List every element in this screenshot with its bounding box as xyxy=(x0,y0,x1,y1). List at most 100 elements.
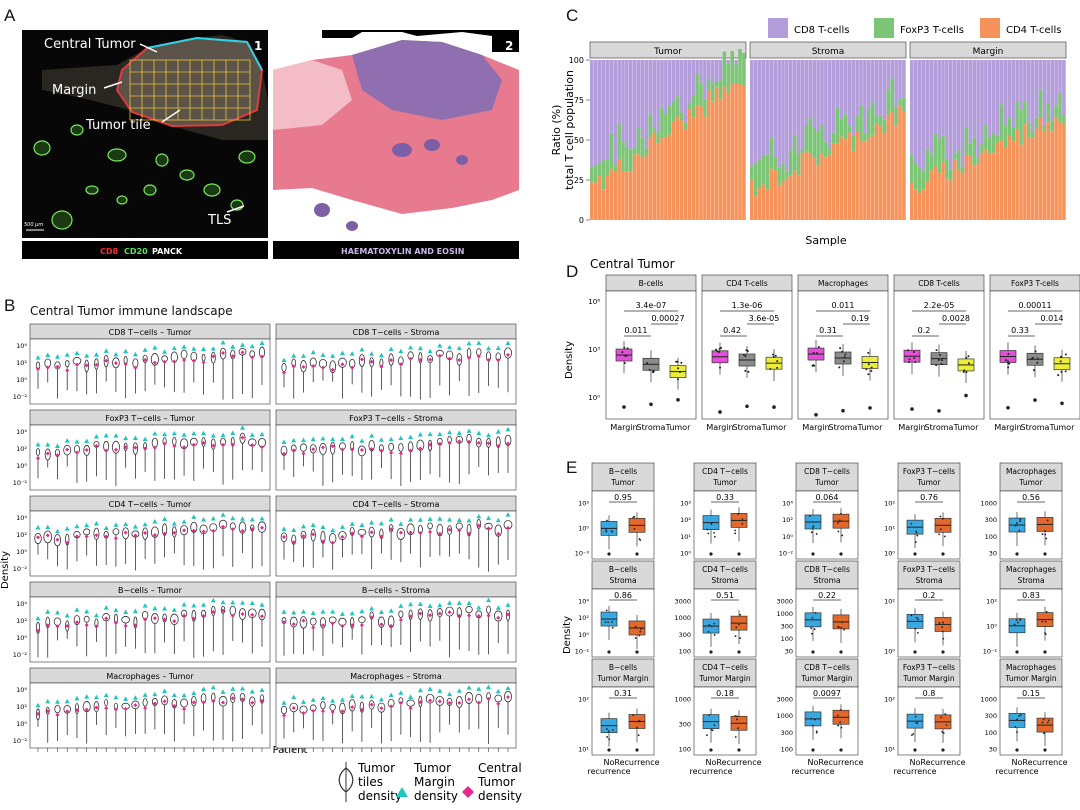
data-point xyxy=(648,368,651,371)
he-corner xyxy=(492,30,519,52)
central-density-marker xyxy=(172,703,177,708)
margin-density-marker xyxy=(230,515,236,521)
data-point xyxy=(744,369,747,372)
data-point xyxy=(737,727,739,730)
facet-strip-label-l1: CD8 T−cells xyxy=(804,467,850,476)
margin-density-marker xyxy=(54,443,60,448)
data-point xyxy=(944,713,947,715)
margin-density-marker xyxy=(505,426,511,432)
margin-density-marker xyxy=(64,352,70,357)
bar-cd8 xyxy=(882,60,887,120)
bar-cd8 xyxy=(960,60,965,168)
central-density-marker xyxy=(301,618,306,623)
central-density-marker xyxy=(311,708,316,713)
central-density-marker xyxy=(330,444,335,449)
legend-margin-l1: Tumor xyxy=(413,761,451,775)
p-value-left: 0.42 xyxy=(723,326,741,335)
facet-strip-label: Macrophages – Tumor xyxy=(106,672,194,681)
arrow-margin xyxy=(103,81,123,89)
data-point xyxy=(907,349,910,352)
panel-c-xlabel: Sample xyxy=(805,234,846,247)
bar-cd8 xyxy=(937,60,941,139)
margin-density-marker xyxy=(447,429,453,435)
p-value-right: 0.00027 xyxy=(651,314,684,323)
data-point xyxy=(713,531,716,534)
margin-density-marker xyxy=(369,433,375,438)
bar-cd4 xyxy=(761,184,766,220)
p-value-top: 0.00011 xyxy=(1018,301,1051,310)
bar-cd4 xyxy=(605,175,610,220)
data-point xyxy=(743,353,746,356)
margin-density-marker xyxy=(220,432,226,438)
margin-density-marker xyxy=(427,431,433,437)
margin-density-marker xyxy=(45,352,51,358)
central-density-marker xyxy=(191,616,196,621)
bar-foxp3 xyxy=(1003,126,1008,148)
margin-density-marker xyxy=(320,609,326,614)
bar-cd4 xyxy=(925,181,930,220)
central-density-marker xyxy=(250,700,255,705)
bar-foxp3 xyxy=(675,96,680,117)
facet-strip-label-l2: Stroma xyxy=(813,576,840,585)
bar-cd8 xyxy=(988,60,992,138)
facet-strip xyxy=(795,462,859,492)
bar-cd8 xyxy=(593,60,598,166)
central-density-marker xyxy=(408,706,413,711)
violin xyxy=(416,439,425,451)
margin-density-marker xyxy=(74,439,80,444)
bar-foxp3 xyxy=(1011,127,1015,142)
data-point xyxy=(839,721,842,724)
central-density-marker xyxy=(104,534,109,539)
data-point xyxy=(839,709,842,711)
y-tick-label: 10⁰ xyxy=(884,648,895,656)
p-value: 0.33 xyxy=(716,493,734,502)
data-point xyxy=(708,623,711,626)
data-point xyxy=(1057,374,1060,377)
data-point xyxy=(838,519,841,522)
margin-density-marker xyxy=(369,351,375,356)
facet-strip-label-l1: Macrophages xyxy=(1006,565,1056,574)
bar-cd4 xyxy=(976,163,980,220)
p-value: 0.22 xyxy=(818,591,836,600)
panel-d-title: Central Tumor xyxy=(590,257,675,271)
bar-foxp3 xyxy=(828,148,832,155)
facet-strip xyxy=(693,462,757,492)
p-value: 0.2 xyxy=(923,591,936,600)
central-density-marker xyxy=(428,530,433,535)
central-density-marker xyxy=(123,707,128,712)
margin-density-marker xyxy=(466,518,472,523)
bar-foxp3 xyxy=(1007,117,1012,136)
y-tick-label: 300 xyxy=(679,721,691,729)
central-density-marker xyxy=(437,531,442,536)
margin-density-marker xyxy=(123,435,129,441)
central-density-marker xyxy=(201,529,206,534)
bar-cd8 xyxy=(750,60,754,167)
data-point xyxy=(638,719,641,722)
central-density-marker xyxy=(94,533,99,538)
x-label-no-recurrence-l1: No xyxy=(808,758,819,767)
panel-b-facet: Macrophages – Stroma xyxy=(275,667,517,749)
data-point xyxy=(915,530,917,533)
central-density-marker xyxy=(152,616,157,621)
margin-density-marker xyxy=(378,609,384,614)
margin-density-marker xyxy=(230,430,236,436)
margin-density-marker xyxy=(230,686,236,691)
facet-plot-area xyxy=(29,682,271,749)
bar-cd8 xyxy=(902,60,906,98)
bar-foxp3 xyxy=(1019,109,1023,145)
margin-density-marker xyxy=(132,524,138,529)
bar-cd4 xyxy=(835,143,840,220)
bar-foxp3 xyxy=(750,166,754,181)
margin-density-marker xyxy=(249,600,255,606)
central-density-marker xyxy=(55,624,60,629)
bar-cd8 xyxy=(945,60,949,160)
panel-e-facet: FoxP3 T−cells Tumor 0.76 10² 10¹ 10⁰ xyxy=(884,462,961,560)
y-tick-label: 75 xyxy=(574,96,584,105)
margin-density-marker xyxy=(171,430,177,436)
bar-cd8 xyxy=(703,60,707,100)
central-density-marker xyxy=(369,447,374,452)
x-tick-label: Margin xyxy=(802,423,829,432)
p-value: 0.0097 xyxy=(813,689,841,698)
data-point xyxy=(811,724,814,727)
